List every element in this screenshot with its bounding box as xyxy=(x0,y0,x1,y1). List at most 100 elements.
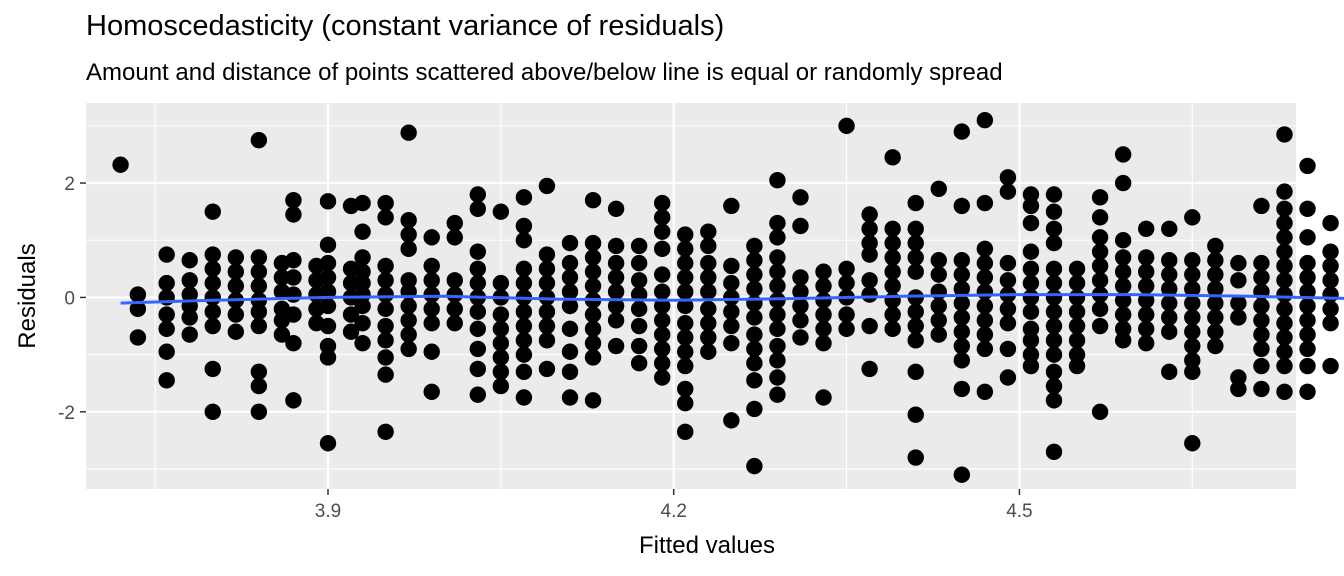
data-point xyxy=(492,363,510,380)
data-point xyxy=(377,300,394,318)
data-point xyxy=(285,392,302,409)
data-point xyxy=(1161,294,1178,312)
data-point xyxy=(792,189,809,206)
data-point xyxy=(1045,186,1063,203)
data-point xyxy=(319,297,337,315)
data-point xyxy=(1022,332,1040,349)
data-point xyxy=(653,340,671,358)
data-point xyxy=(1276,183,1293,200)
data-point xyxy=(746,354,763,372)
data-point xyxy=(469,320,487,338)
data-point xyxy=(400,124,417,141)
data-point xyxy=(561,283,579,300)
data-point xyxy=(607,283,625,300)
data-point xyxy=(285,252,302,269)
data-point xyxy=(769,229,786,246)
data-point xyxy=(1114,332,1132,349)
data-point xyxy=(769,369,786,386)
data-point xyxy=(204,303,221,320)
data-point xyxy=(999,300,1017,318)
data-point xyxy=(377,317,394,335)
data-point xyxy=(492,203,510,220)
data-point xyxy=(515,260,533,278)
data-point xyxy=(607,237,625,255)
data-point xyxy=(653,297,671,315)
data-point xyxy=(319,337,337,355)
x-tick-label: 4.2 xyxy=(661,501,687,522)
data-point xyxy=(204,203,221,220)
data-point xyxy=(319,317,337,335)
data-point xyxy=(861,220,878,238)
data-point xyxy=(677,283,694,300)
data-point xyxy=(285,192,302,209)
data-point xyxy=(769,277,786,295)
data-point xyxy=(1299,297,1316,315)
data-point xyxy=(1207,266,1224,283)
data-point xyxy=(861,234,878,252)
data-point xyxy=(677,314,694,332)
data-point xyxy=(354,223,371,240)
data-point xyxy=(653,354,671,372)
data-point xyxy=(1022,214,1040,232)
data-point xyxy=(700,269,717,286)
data-point xyxy=(1137,334,1155,352)
data-point xyxy=(607,200,625,217)
data-point xyxy=(538,274,556,292)
data-point xyxy=(1184,252,1201,269)
data-point xyxy=(1322,214,1339,232)
data-point xyxy=(746,340,763,358)
data-point xyxy=(976,297,994,315)
data-point xyxy=(561,363,579,380)
data-point xyxy=(1137,320,1155,338)
data-point xyxy=(1230,272,1247,289)
data-point xyxy=(584,334,602,352)
data-point xyxy=(515,232,533,249)
data-point xyxy=(250,277,268,295)
data-point xyxy=(953,309,971,326)
data-point xyxy=(1114,146,1132,163)
data-point xyxy=(677,269,694,286)
data-point xyxy=(204,289,221,306)
data-point xyxy=(677,343,694,360)
data-point xyxy=(1091,272,1109,289)
data-point xyxy=(653,240,671,258)
data-point xyxy=(1276,286,1293,303)
data-point xyxy=(1184,352,1201,369)
data-point xyxy=(492,274,510,292)
data-point xyxy=(792,329,809,346)
data-point xyxy=(515,217,533,235)
data-point xyxy=(1137,249,1155,266)
data-point xyxy=(1184,309,1201,326)
data-point xyxy=(561,297,579,315)
data-point xyxy=(561,234,579,252)
data-point xyxy=(677,297,694,315)
data-point xyxy=(1045,203,1063,220)
data-point xyxy=(1114,232,1132,249)
data-point xyxy=(319,269,337,286)
data-point xyxy=(907,263,924,280)
data-point xyxy=(584,277,602,295)
data-point xyxy=(285,334,302,352)
data-point xyxy=(999,169,1017,186)
data-point xyxy=(1184,280,1201,298)
data-point xyxy=(930,252,947,269)
data-point xyxy=(354,297,371,315)
data-point xyxy=(1091,300,1109,318)
data-point xyxy=(158,372,175,389)
data-point xyxy=(538,177,556,195)
data-point xyxy=(884,306,901,323)
data-point xyxy=(1022,260,1040,278)
data-point xyxy=(250,363,268,380)
data-point xyxy=(469,186,487,203)
data-point xyxy=(1230,254,1247,272)
data-point xyxy=(861,272,878,289)
data-point xyxy=(377,194,394,212)
data-point xyxy=(515,363,533,380)
data-point xyxy=(653,283,671,300)
data-point xyxy=(1091,229,1109,246)
data-point xyxy=(584,306,602,323)
data-point xyxy=(1276,357,1293,375)
x-tick-label: 3.9 xyxy=(315,501,341,522)
data-point xyxy=(653,266,671,283)
data-point xyxy=(653,326,671,343)
